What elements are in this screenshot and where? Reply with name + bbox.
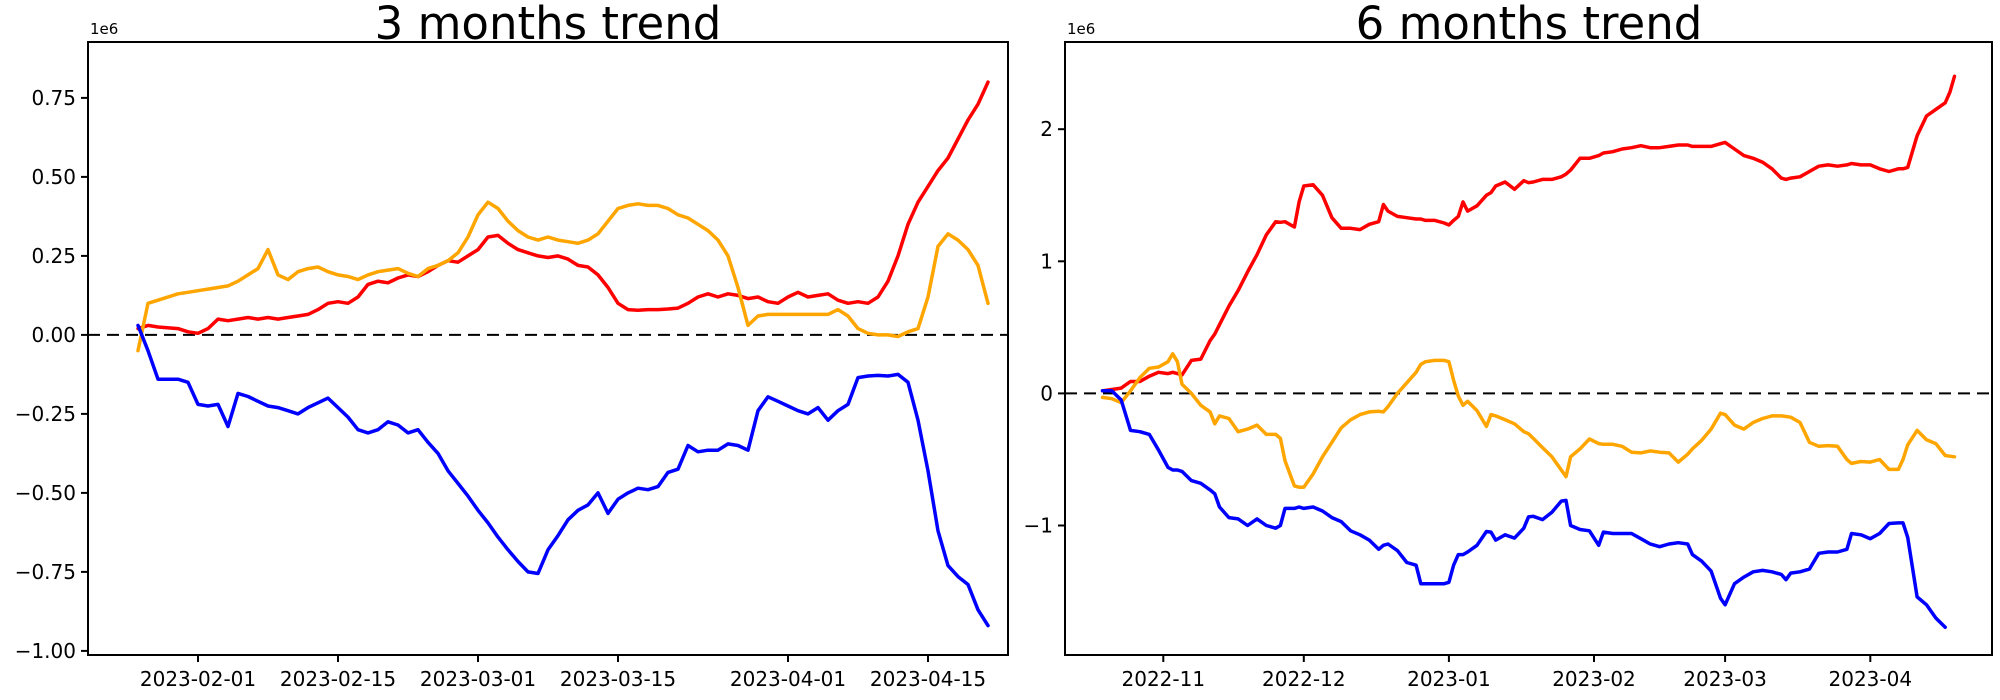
x-tick-label: 2023-04 — [1829, 667, 1913, 691]
x-tick-label: 2023-02-01 — [140, 667, 256, 691]
x-tick-label: 2023-04-01 — [730, 667, 846, 691]
axes-frame — [87, 41, 1009, 656]
x-tick-label: 2023-03-15 — [560, 667, 676, 691]
x-tick-label: 2023-03 — [1683, 667, 1767, 691]
orange-series-line — [1100, 352, 1957, 489]
chart-title-6-months: 6 months trend — [1355, 0, 1703, 50]
red-series-line — [136, 80, 990, 336]
y-tick-label: 0.50 — [31, 165, 76, 189]
y-tick-label: −0.25 — [15, 402, 76, 426]
y-tick-label: 0 — [1040, 381, 1053, 405]
y-tick-label: 2 — [1040, 117, 1053, 141]
x-tick-label: 2022-11 — [1122, 667, 1206, 691]
blue-series-line — [136, 323, 990, 628]
x-tick-label: 2023-04-15 — [870, 667, 986, 691]
y-tick-label: 0.00 — [31, 323, 76, 347]
y-tick-label: −0.50 — [15, 481, 76, 505]
y-tick-label: −1 — [1024, 514, 1053, 538]
x-tick-label: 2023-03-01 — [420, 667, 536, 691]
three-months-chart: 2023-02-01 2023-02-15 2023-03-01 2023-03-15… — [15, 41, 1009, 691]
blue-series-line — [1100, 389, 1947, 630]
x-tick-label: 2022-12 — [1262, 667, 1346, 691]
y-tick-label: 0.75 — [31, 86, 76, 110]
six-months-chart: 2022-11 2022-12 2023-01 2023-02 2023-03 2023-… — [1024, 41, 1993, 691]
chart-title-3-months: 3 months trend — [374, 0, 722, 50]
x-tick-label: 2023-02-15 — [280, 667, 396, 691]
y-tick-label: 1 — [1040, 249, 1053, 273]
y-axis-offset-label-left: 1e6 — [90, 20, 119, 38]
axes-frame — [1064, 41, 1993, 656]
orange-series-line — [136, 200, 990, 353]
y-tick-label: −0.75 — [15, 560, 76, 584]
x-tick-label: 2023-02 — [1552, 667, 1636, 691]
y-tick-label: 0.25 — [31, 244, 76, 268]
red-series-line — [1100, 74, 1957, 393]
x-tick-label: 2023-01 — [1407, 667, 1491, 691]
y-axis-offset-label-right: 1e6 — [1067, 20, 1096, 38]
y-tick-label: −1.00 — [15, 639, 76, 663]
